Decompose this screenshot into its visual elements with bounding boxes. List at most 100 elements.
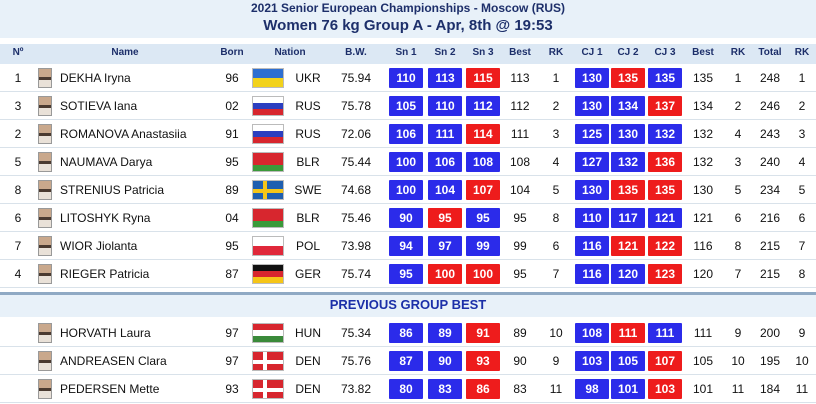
cell: 113 bbox=[510, 71, 530, 85]
attempt: 117 bbox=[611, 208, 645, 228]
attempt: 132 bbox=[648, 124, 682, 144]
cell: 95 bbox=[513, 211, 527, 225]
cell: 130 bbox=[692, 183, 714, 197]
athlete-name: DEKHA Iryna bbox=[60, 71, 131, 85]
attempt: 135 bbox=[648, 180, 682, 200]
cell: 90 bbox=[513, 354, 527, 368]
cell: SWE bbox=[294, 183, 322, 197]
attempt: 137 bbox=[648, 96, 682, 116]
row-background bbox=[0, 64, 816, 92]
cell: 5 bbox=[552, 183, 560, 197]
attempt: 123 bbox=[648, 264, 682, 284]
cell: 111 bbox=[510, 127, 530, 141]
column-header: CJ 1 bbox=[581, 47, 603, 58]
cell: 3 bbox=[552, 127, 560, 141]
attempt: 93 bbox=[466, 351, 500, 371]
cell: 10 bbox=[549, 326, 563, 340]
attempt: 95 bbox=[389, 264, 423, 284]
subtitle: Women 76 kg Group A - Apr, 8th @ 19:53 bbox=[263, 17, 553, 34]
column-header: Best bbox=[509, 47, 531, 58]
cell: 243 bbox=[759, 127, 781, 141]
cell: 121 bbox=[692, 211, 714, 225]
flag bbox=[252, 124, 284, 144]
attempt: 122 bbox=[648, 236, 682, 256]
cell: 02 bbox=[225, 99, 239, 113]
cell: 105 bbox=[692, 354, 714, 368]
cell: 3 bbox=[734, 155, 742, 169]
cell: 7 bbox=[734, 267, 742, 281]
cell: 99 bbox=[513, 239, 527, 253]
cell: 5 bbox=[734, 183, 742, 197]
cell: 4 bbox=[14, 267, 22, 281]
cell: 11 bbox=[795, 382, 809, 396]
attempt: 106 bbox=[389, 124, 423, 144]
row-background bbox=[0, 120, 816, 148]
attempt: 111 bbox=[648, 323, 682, 343]
attempt: 121 bbox=[611, 236, 645, 256]
title: 2021 Senior European Championships - Mos… bbox=[250, 1, 566, 15]
athlete-photo bbox=[38, 236, 52, 256]
attempt: 136 bbox=[648, 152, 682, 172]
cell: BLR bbox=[296, 211, 320, 225]
section-bar bbox=[0, 295, 816, 317]
row-background bbox=[0, 92, 816, 120]
attempt: 113 bbox=[428, 68, 462, 88]
cell: 8 bbox=[14, 183, 22, 197]
flag bbox=[252, 351, 284, 371]
athlete-photo bbox=[38, 208, 52, 228]
attempt: 107 bbox=[648, 351, 682, 371]
cell: 116 bbox=[693, 239, 713, 253]
attempt: 97 bbox=[428, 236, 462, 256]
column-header: Nation bbox=[274, 47, 306, 58]
athlete-name: PEDERSEN Mette bbox=[60, 382, 160, 396]
cell: 72.06 bbox=[340, 127, 372, 141]
attempt: 125 bbox=[575, 124, 609, 144]
title-bar bbox=[0, 0, 816, 38]
attempt: 90 bbox=[389, 208, 423, 228]
cell: 11 bbox=[731, 382, 745, 396]
cell: 74.68 bbox=[340, 183, 372, 197]
cell: 234 bbox=[759, 183, 781, 197]
column-header: Sn 3 bbox=[472, 47, 494, 58]
athlete-photo bbox=[38, 351, 52, 371]
cell: 75.44 bbox=[340, 155, 372, 169]
cell: 89 bbox=[225, 183, 239, 197]
athlete-photo bbox=[38, 379, 52, 399]
cell: 75.34 bbox=[340, 326, 372, 340]
cell: 8 bbox=[552, 211, 560, 225]
flag bbox=[252, 152, 284, 172]
row-background bbox=[0, 319, 816, 347]
athlete-name: HORVATH Laura bbox=[60, 326, 151, 340]
attempt: 91 bbox=[466, 323, 500, 343]
cell: 6 bbox=[734, 211, 742, 225]
cell: 104 bbox=[509, 183, 531, 197]
cell: 6 bbox=[552, 239, 560, 253]
cell: 3 bbox=[14, 99, 22, 113]
attempt: 87 bbox=[389, 351, 423, 371]
attempt: 100 bbox=[466, 264, 500, 284]
cell: 73.82 bbox=[340, 382, 372, 396]
athlete-name: WIOR Jiolanta bbox=[60, 239, 138, 253]
athlete-name: RIEGER Patricia bbox=[60, 267, 150, 281]
cell: RUS bbox=[295, 99, 321, 113]
cell: 9 bbox=[734, 326, 742, 340]
cell: 132 bbox=[692, 127, 714, 141]
cell: 1 bbox=[734, 71, 742, 85]
cell: 73.98 bbox=[340, 239, 372, 253]
cell: 11 bbox=[549, 382, 563, 396]
attempt: 100 bbox=[389, 152, 423, 172]
cell: 04 bbox=[225, 211, 239, 225]
cell: 112 bbox=[510, 99, 530, 113]
cell: DEN bbox=[295, 382, 321, 396]
flag bbox=[252, 264, 284, 284]
cell: GER bbox=[294, 267, 321, 281]
row-background bbox=[0, 204, 816, 232]
attempt: 99 bbox=[466, 236, 500, 256]
column-header: Born bbox=[220, 47, 244, 58]
cell: 89 bbox=[513, 326, 527, 340]
athlete-photo bbox=[38, 68, 52, 88]
attempt: 135 bbox=[648, 68, 682, 88]
attempt: 110 bbox=[575, 208, 609, 228]
attempt: 127 bbox=[575, 152, 609, 172]
section-title: PREVIOUS GROUP BEST bbox=[329, 297, 487, 312]
